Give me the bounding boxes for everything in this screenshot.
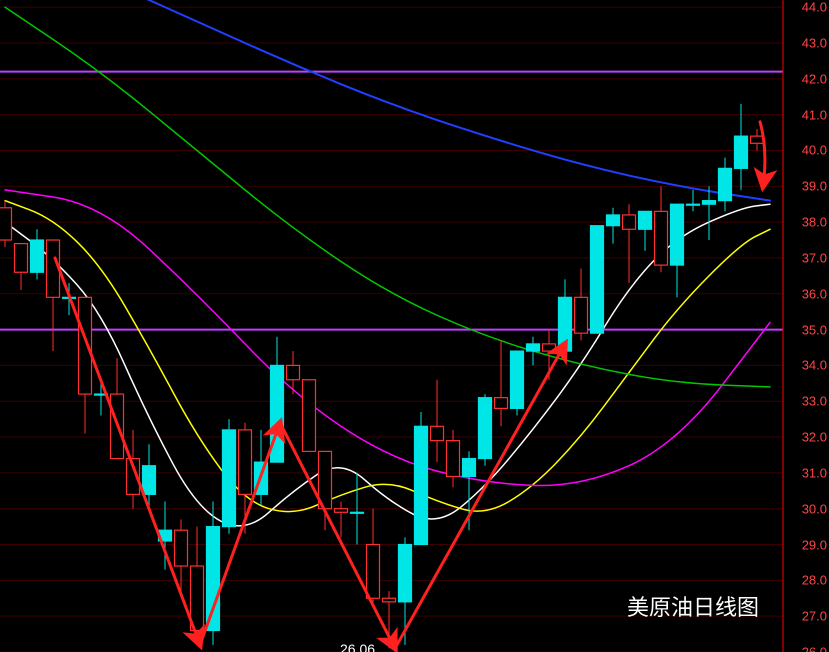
chart-svg <box>0 0 829 652</box>
y-tick-label: 26.0 <box>802 645 827 652</box>
y-tick-label: 28.0 <box>802 573 827 588</box>
y-tick-label: 31.0 <box>802 465 827 480</box>
y-tick-label: 32.0 <box>802 430 827 445</box>
y-tick-label: 42.0 <box>802 71 827 86</box>
candlestick-chart: 26.0 27.0 28.0 29.0 30.0 31.0 32.0 33.0 34.0 35.0… <box>0 0 829 652</box>
chart-title: 美原油日线图 <box>627 590 759 622</box>
y-tick-label: 33.0 <box>802 394 827 409</box>
y-tick-label: 35.0 <box>802 322 827 337</box>
y-tick-label: 30.0 <box>802 501 827 516</box>
candle-layer <box>0 104 764 649</box>
y-tick-label: 38.0 <box>802 215 827 230</box>
y-tick-label: 43.0 <box>802 35 827 50</box>
y-tick-label: 34.0 <box>802 358 827 373</box>
y-tick-label: 27.0 <box>802 609 827 624</box>
price-annotation: 26.06 <box>340 641 375 652</box>
y-tick-label: 44.0 <box>802 0 827 15</box>
y-tick-label: 41.0 <box>802 107 827 122</box>
y-tick-label: 39.0 <box>802 179 827 194</box>
hlines-layer <box>0 72 783 330</box>
y-tick-label: 40.0 <box>802 143 827 158</box>
y-tick-label: 36.0 <box>802 286 827 301</box>
y-tick-label: 37.0 <box>802 250 827 265</box>
y-tick-label: 29.0 <box>802 537 827 552</box>
